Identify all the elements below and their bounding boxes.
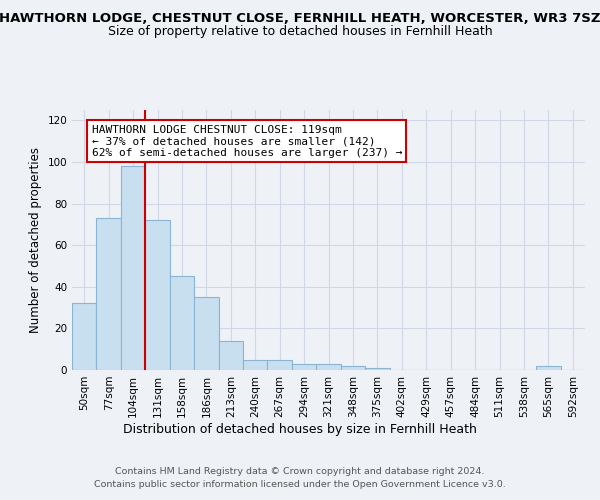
Bar xyxy=(268,360,292,370)
Bar xyxy=(194,297,218,370)
Bar xyxy=(121,166,145,370)
Bar xyxy=(145,220,170,370)
Bar xyxy=(97,218,121,370)
Bar xyxy=(536,366,560,370)
Bar xyxy=(72,304,97,370)
Text: Contains HM Land Registry data © Crown copyright and database right 2024.: Contains HM Land Registry data © Crown c… xyxy=(115,468,485,476)
Bar xyxy=(341,366,365,370)
Text: Distribution of detached houses by size in Fernhill Heath: Distribution of detached houses by size … xyxy=(123,422,477,436)
Bar xyxy=(243,360,268,370)
Bar xyxy=(170,276,194,370)
Y-axis label: Number of detached properties: Number of detached properties xyxy=(29,147,42,333)
Text: Size of property relative to detached houses in Fernhill Heath: Size of property relative to detached ho… xyxy=(107,25,493,38)
Text: HAWTHORN LODGE, CHESTNUT CLOSE, FERNHILL HEATH, WORCESTER, WR3 7SZ: HAWTHORN LODGE, CHESTNUT CLOSE, FERNHILL… xyxy=(0,12,600,26)
Bar xyxy=(292,364,316,370)
Bar xyxy=(316,364,341,370)
Text: Contains public sector information licensed under the Open Government Licence v3: Contains public sector information licen… xyxy=(94,480,506,489)
Bar xyxy=(218,341,243,370)
Text: HAWTHORN LODGE CHESTNUT CLOSE: 119sqm
← 37% of detached houses are smaller (142): HAWTHORN LODGE CHESTNUT CLOSE: 119sqm ← … xyxy=(92,124,402,158)
Bar xyxy=(365,368,389,370)
